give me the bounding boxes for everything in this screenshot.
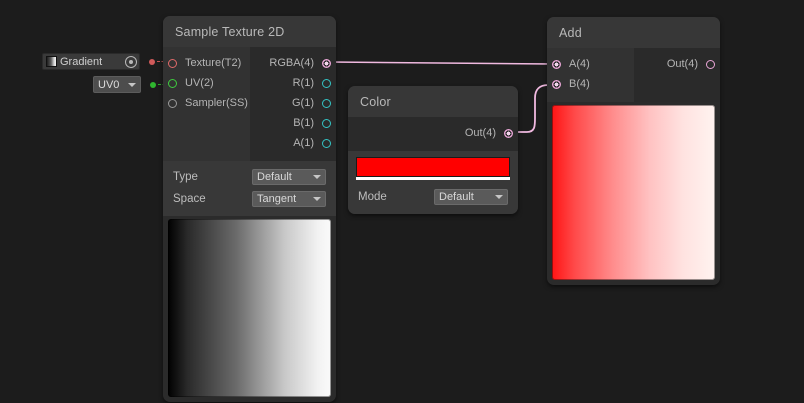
output-label-a: A(1) bbox=[293, 137, 314, 149]
port-dot-uv-icon[interactable] bbox=[168, 78, 177, 88]
ports-container: A(4) B(4) Out(4) bbox=[547, 48, 720, 102]
input-port-uv[interactable]: UV(2) bbox=[163, 73, 250, 93]
output-label-r: R(1) bbox=[292, 77, 314, 89]
output-port-g[interactable]: G(1) bbox=[250, 93, 337, 113]
port-dot-b-icon[interactable] bbox=[322, 118, 331, 128]
wire-rgba-to-a bbox=[329, 61, 553, 65]
input-label-a: A(4) bbox=[569, 58, 590, 70]
input-label-texture: Texture(T2) bbox=[185, 57, 242, 69]
mode-dropdown[interactable]: Default bbox=[434, 189, 508, 205]
color-swatch-block[interactable] bbox=[348, 151, 518, 184]
node-controls: Type Default Space Tangent bbox=[163, 161, 336, 216]
port-dot-texture-icon[interactable] bbox=[168, 58, 177, 68]
gradient-stub-dot[interactable] bbox=[149, 58, 155, 65]
node-title-sample-texture-2d: Sample Texture 2D bbox=[163, 16, 336, 47]
input-port-b[interactable]: B(4) bbox=[547, 74, 634, 94]
uv-stub-dot[interactable] bbox=[150, 81, 156, 88]
input-ports: Texture(T2) UV(2) Sampler(SS) bbox=[163, 47, 250, 161]
node-controls: Mode Default bbox=[348, 184, 518, 214]
chevron-down-icon bbox=[313, 197, 321, 201]
space-dropdown[interactable]: Tangent bbox=[252, 191, 326, 207]
input-port-texture[interactable]: Texture(T2) bbox=[163, 53, 250, 73]
port-dot-rgba-icon[interactable] bbox=[322, 58, 331, 68]
preview-sample-texture-2d bbox=[168, 219, 331, 397]
object-picker-icon[interactable] bbox=[125, 55, 137, 68]
color-swatch[interactable] bbox=[356, 157, 510, 177]
output-port-b[interactable]: B(1) bbox=[250, 113, 337, 133]
output-port-rgba[interactable]: RGBA(4) bbox=[250, 53, 337, 73]
input-label-uv: UV(2) bbox=[185, 77, 214, 89]
output-label-out: Out(4) bbox=[464, 127, 496, 139]
input-label-sampler: Sampler(SS) bbox=[185, 97, 248, 109]
node-color[interactable]: Color Out(4) Mode Default bbox=[348, 86, 518, 214]
control-row-mode[interactable]: Mode Default bbox=[348, 186, 518, 208]
preview-add bbox=[552, 105, 715, 280]
port-dot-a-icon[interactable] bbox=[552, 59, 561, 69]
node-title-add: Add bbox=[547, 17, 720, 48]
chevron-down-icon bbox=[313, 175, 321, 179]
uv-channel-dropdown[interactable]: UV0 bbox=[93, 76, 141, 93]
type-dropdown[interactable]: Default bbox=[252, 169, 326, 185]
port-dot-out-icon[interactable] bbox=[504, 128, 513, 138]
port-dot-sampler-icon[interactable] bbox=[168, 98, 177, 108]
output-ports: Out(4) bbox=[348, 117, 518, 151]
port-dot-b-icon[interactable] bbox=[552, 79, 561, 89]
input-label-b: B(4) bbox=[569, 78, 590, 90]
node-title-color: Color bbox=[348, 86, 518, 117]
output-port-out[interactable]: Out(4) bbox=[634, 54, 721, 74]
output-ports: Out(4) bbox=[633, 48, 721, 102]
gradient-property-field[interactable]: Gradient bbox=[42, 53, 169, 70]
chevron-down-icon bbox=[495, 195, 503, 199]
control-label-space: Space bbox=[173, 193, 206, 205]
output-label-rgba: RGBA(4) bbox=[269, 57, 314, 69]
mode-dropdown-value: Default bbox=[439, 191, 474, 203]
port-dot-g-icon[interactable] bbox=[322, 98, 331, 108]
output-port-a[interactable]: A(1) bbox=[250, 133, 337, 153]
output-port-r[interactable]: R(1) bbox=[250, 73, 337, 93]
input-port-a[interactable]: A(4) bbox=[547, 54, 634, 74]
control-row-type[interactable]: Type Default bbox=[163, 166, 336, 188]
type-dropdown-value: Default bbox=[257, 171, 292, 183]
input-ports: A(4) B(4) bbox=[547, 48, 634, 102]
ports-container: Texture(T2) UV(2) Sampler(SS) RGBA(4) R(… bbox=[163, 47, 336, 161]
output-label-g: G(1) bbox=[292, 97, 314, 109]
ports-container: Out(4) bbox=[348, 117, 518, 151]
port-dot-out-icon[interactable] bbox=[706, 59, 715, 69]
output-label-b: B(1) bbox=[293, 117, 314, 129]
chevron-down-icon bbox=[128, 82, 136, 87]
gradient-thumbnail bbox=[46, 56, 57, 67]
port-dot-r-icon[interactable] bbox=[322, 78, 331, 88]
control-row-space[interactable]: Space Tangent bbox=[163, 188, 336, 210]
gradient-value-label: Gradient bbox=[60, 55, 103, 68]
gradient-object-field[interactable]: Gradient bbox=[42, 53, 140, 70]
space-dropdown-value: Tangent bbox=[257, 193, 297, 205]
port-dot-a-icon[interactable] bbox=[322, 138, 331, 148]
output-ports: RGBA(4) R(1) G(1) B(1) A(1) bbox=[249, 47, 337, 161]
node-sample-texture-2d[interactable]: Sample Texture 2D Texture(T2) UV(2) Samp… bbox=[163, 16, 336, 402]
uv-property-field[interactable]: UV0 bbox=[93, 76, 170, 93]
output-port-out[interactable]: Out(4) bbox=[348, 123, 518, 143]
uv-channel-value: UV0 bbox=[98, 78, 120, 91]
control-label-type: Type bbox=[173, 171, 198, 183]
color-alpha-bar bbox=[356, 177, 510, 180]
input-port-sampler[interactable]: Sampler(SS) bbox=[163, 93, 250, 113]
control-label-mode: Mode bbox=[358, 191, 387, 203]
node-add[interactable]: Add A(4) B(4) Out(4) bbox=[547, 17, 720, 285]
output-label-out: Out(4) bbox=[666, 58, 698, 70]
